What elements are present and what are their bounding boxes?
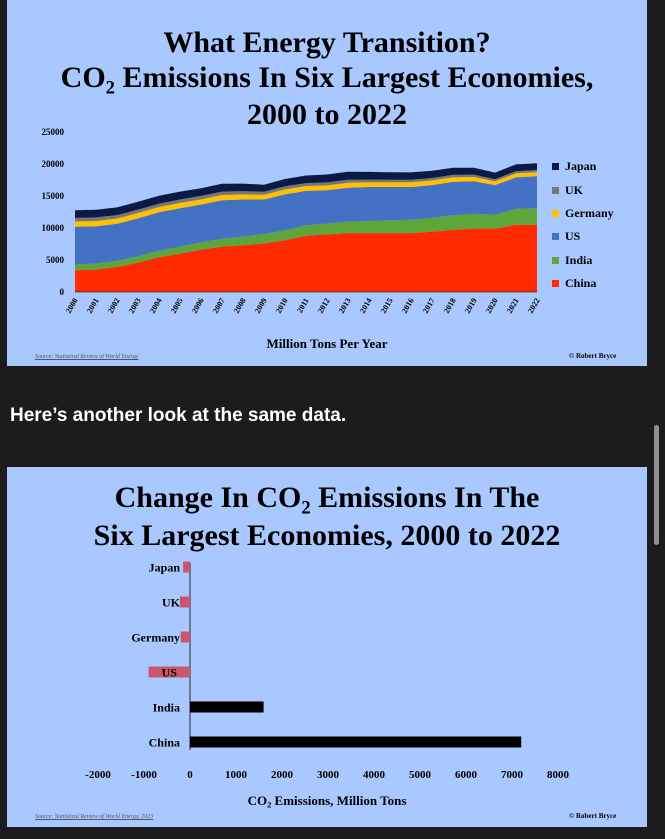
x-tick-label: 8000 (547, 769, 570, 781)
x-tick-label: 2012 (316, 297, 332, 315)
y-tick-label: 0 (60, 287, 65, 297)
x-tick-label: 3000 (317, 769, 340, 781)
scrollbar-thumb[interactable] (654, 425, 659, 545)
x-tick-label: 0 (187, 769, 193, 781)
horizontal-bar-chart-panel: Change In CO2 Emissions In The Six Large… (7, 467, 647, 827)
stacked-area-plot: 0 5000 10000 15000 20000 25000 2000 2001 2002 200… (42, 127, 542, 315)
bar-china (190, 736, 522, 748)
area-series-germany (75, 172, 537, 227)
x-tick-label: 4000 (363, 769, 386, 781)
category-label-germany: Germany (131, 631, 180, 645)
x-tick-label: 2001 (85, 297, 101, 315)
chart1-title: What Energy Transition? CO2 Emissions In… (60, 26, 594, 132)
chart1-credit: © Robert Bryce (569, 352, 617, 360)
x-tick-label: 2000 (64, 297, 80, 315)
category-label-china: China (149, 736, 180, 750)
chart2-source: Source: Statistical Review of World Ener… (35, 814, 154, 820)
legend-label: US (565, 229, 581, 244)
bar-japan (183, 561, 190, 573)
chart2-x-axis-title: CO2 Emissions, Million Tons (247, 793, 407, 810)
legend-label: India (565, 252, 593, 267)
horizontal-bar-plot: Japan UK Germany US India China -2000 -1000 0 100… (85, 561, 570, 782)
chart2-title: Change In CO2 Emissions In The Six Large… (93, 481, 561, 552)
legend-item-uk: UK (552, 178, 614, 201)
legend-swatch (552, 233, 559, 241)
legend-label: Germany (565, 205, 614, 220)
x-tick-label: 7000 (501, 769, 524, 781)
legend-item-japan: Japan (552, 155, 614, 178)
x-tick-label: 5000 (409, 769, 432, 781)
bar-us (148, 666, 190, 678)
x-tick-label: 2021 (505, 297, 521, 315)
legend-item-india: India (552, 249, 614, 272)
legend-label: UK (565, 182, 583, 197)
category-label-japan: Japan (149, 561, 181, 575)
legend-label: China (565, 276, 597, 291)
y-tick-label: 20000 (42, 159, 65, 169)
y-tick-label: 15000 (42, 191, 65, 201)
x-tick-label: 2016 (400, 297, 416, 315)
x-tick-label: 2020 (484, 297, 500, 315)
x-tick-label: 2022 (526, 297, 542, 315)
x-tick-label: 6000 (455, 769, 478, 781)
x-tick-label: 2017 (421, 297, 437, 315)
x-tick-label: 2014 (358, 297, 374, 315)
chart2-credit: © Robert Bryce (569, 812, 617, 820)
legend-item-germany: Germany (552, 202, 614, 225)
legend-swatch (552, 209, 559, 217)
bar-india (190, 701, 264, 713)
area-series-us (75, 176, 537, 265)
stacked-area-chart-panel: What Energy Transition? CO2 Emissions In… (7, 0, 647, 366)
y-tick-label: 25000 (42, 127, 65, 137)
between-text: Here’s another look at the same data. (10, 405, 347, 426)
legend-item-us: US (552, 225, 614, 248)
x-tick-label: 2002 (106, 297, 122, 315)
bar-uk (179, 596, 190, 608)
x-tick-label: 2000 (271, 769, 294, 781)
category-label-india: India (153, 701, 180, 715)
x-tick-label: 2010 (274, 297, 290, 315)
x-tick-label: -2000 (85, 769, 111, 781)
x-tick-label: 2004 (148, 297, 164, 315)
x-tick-label: 2006 (190, 297, 206, 315)
area-series-japan (75, 163, 537, 218)
x-tick-label: 2011 (295, 297, 311, 315)
category-label-uk: UK (162, 596, 181, 610)
area-series-china (75, 224, 537, 292)
x-tick-label: 1000 (225, 769, 248, 781)
legend-label: Japan (565, 159, 597, 174)
x-tick-label: 2013 (337, 297, 353, 315)
x-tick-label: 2008 (232, 297, 248, 315)
area-series-india (75, 208, 537, 271)
x-tick-label: 2015 (379, 297, 395, 315)
bar-germany (180, 631, 190, 643)
x-tick-label: 2007 (211, 297, 227, 315)
y-tick-label: 5000 (46, 255, 65, 265)
x-tick-label: 2005 (169, 297, 185, 315)
legend-swatch (552, 280, 559, 288)
category-label-us: US (162, 666, 178, 680)
x-tick-label: 2009 (253, 297, 269, 315)
legend-swatch (552, 256, 559, 264)
chart1-x-axis-title: Million Tons Per Year (266, 336, 388, 351)
legend-item-china: China (552, 272, 614, 295)
area-series-uk (75, 170, 537, 222)
x-tick-label: 2003 (127, 297, 143, 315)
y-tick-label: 10000 (42, 223, 65, 233)
chart1-legend: Japan UK Germany US India China (552, 155, 614, 295)
x-tick-label: 2018 (442, 297, 458, 315)
legend-swatch (552, 163, 559, 171)
x-tick-label: -1000 (131, 769, 157, 781)
x-tick-label: 2019 (463, 297, 479, 315)
legend-swatch (552, 186, 559, 194)
chart1-source: Source: Statistical Review of World Ener… (35, 354, 139, 360)
